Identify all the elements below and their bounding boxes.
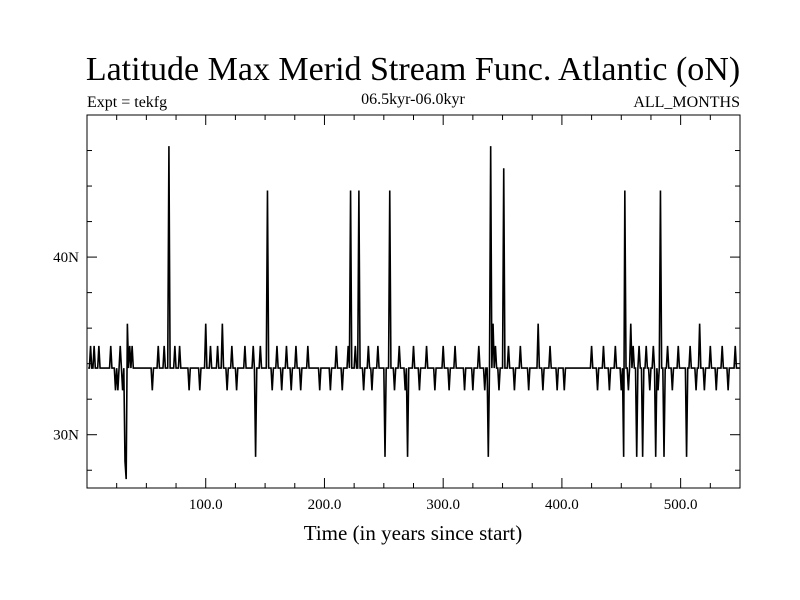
series-line	[88, 146, 740, 480]
chart-subtitle-right: ALL_MONTHS	[633, 94, 740, 111]
x-tick-label: 500.0	[664, 497, 698, 513]
y-tick-label: 40N	[53, 250, 79, 266]
x-tick-label: 200.0	[308, 497, 342, 513]
x-tick-label: 300.0	[426, 497, 460, 513]
y-tick-label: 30N	[53, 428, 79, 444]
y-axis-ticks: 30N 40N	[53, 150, 740, 471]
x-axis-ticks: 100.0 200.0 300.0 400.0 500.0	[116, 115, 711, 513]
plot-frame	[86, 114, 741, 489]
chart-subtitle-left: Expt = tekfg	[87, 94, 167, 111]
chart-subtitle-center: 06.5kyr-06.0kyr	[361, 91, 465, 108]
x-tick-label: 400.0	[545, 497, 579, 513]
x-tick-label: 100.0	[189, 497, 223, 513]
x-axis-label: Time (in years since start)	[304, 521, 523, 545]
chart-title: Latitude Max Merid Stream Func. Atlantic…	[86, 51, 740, 88]
